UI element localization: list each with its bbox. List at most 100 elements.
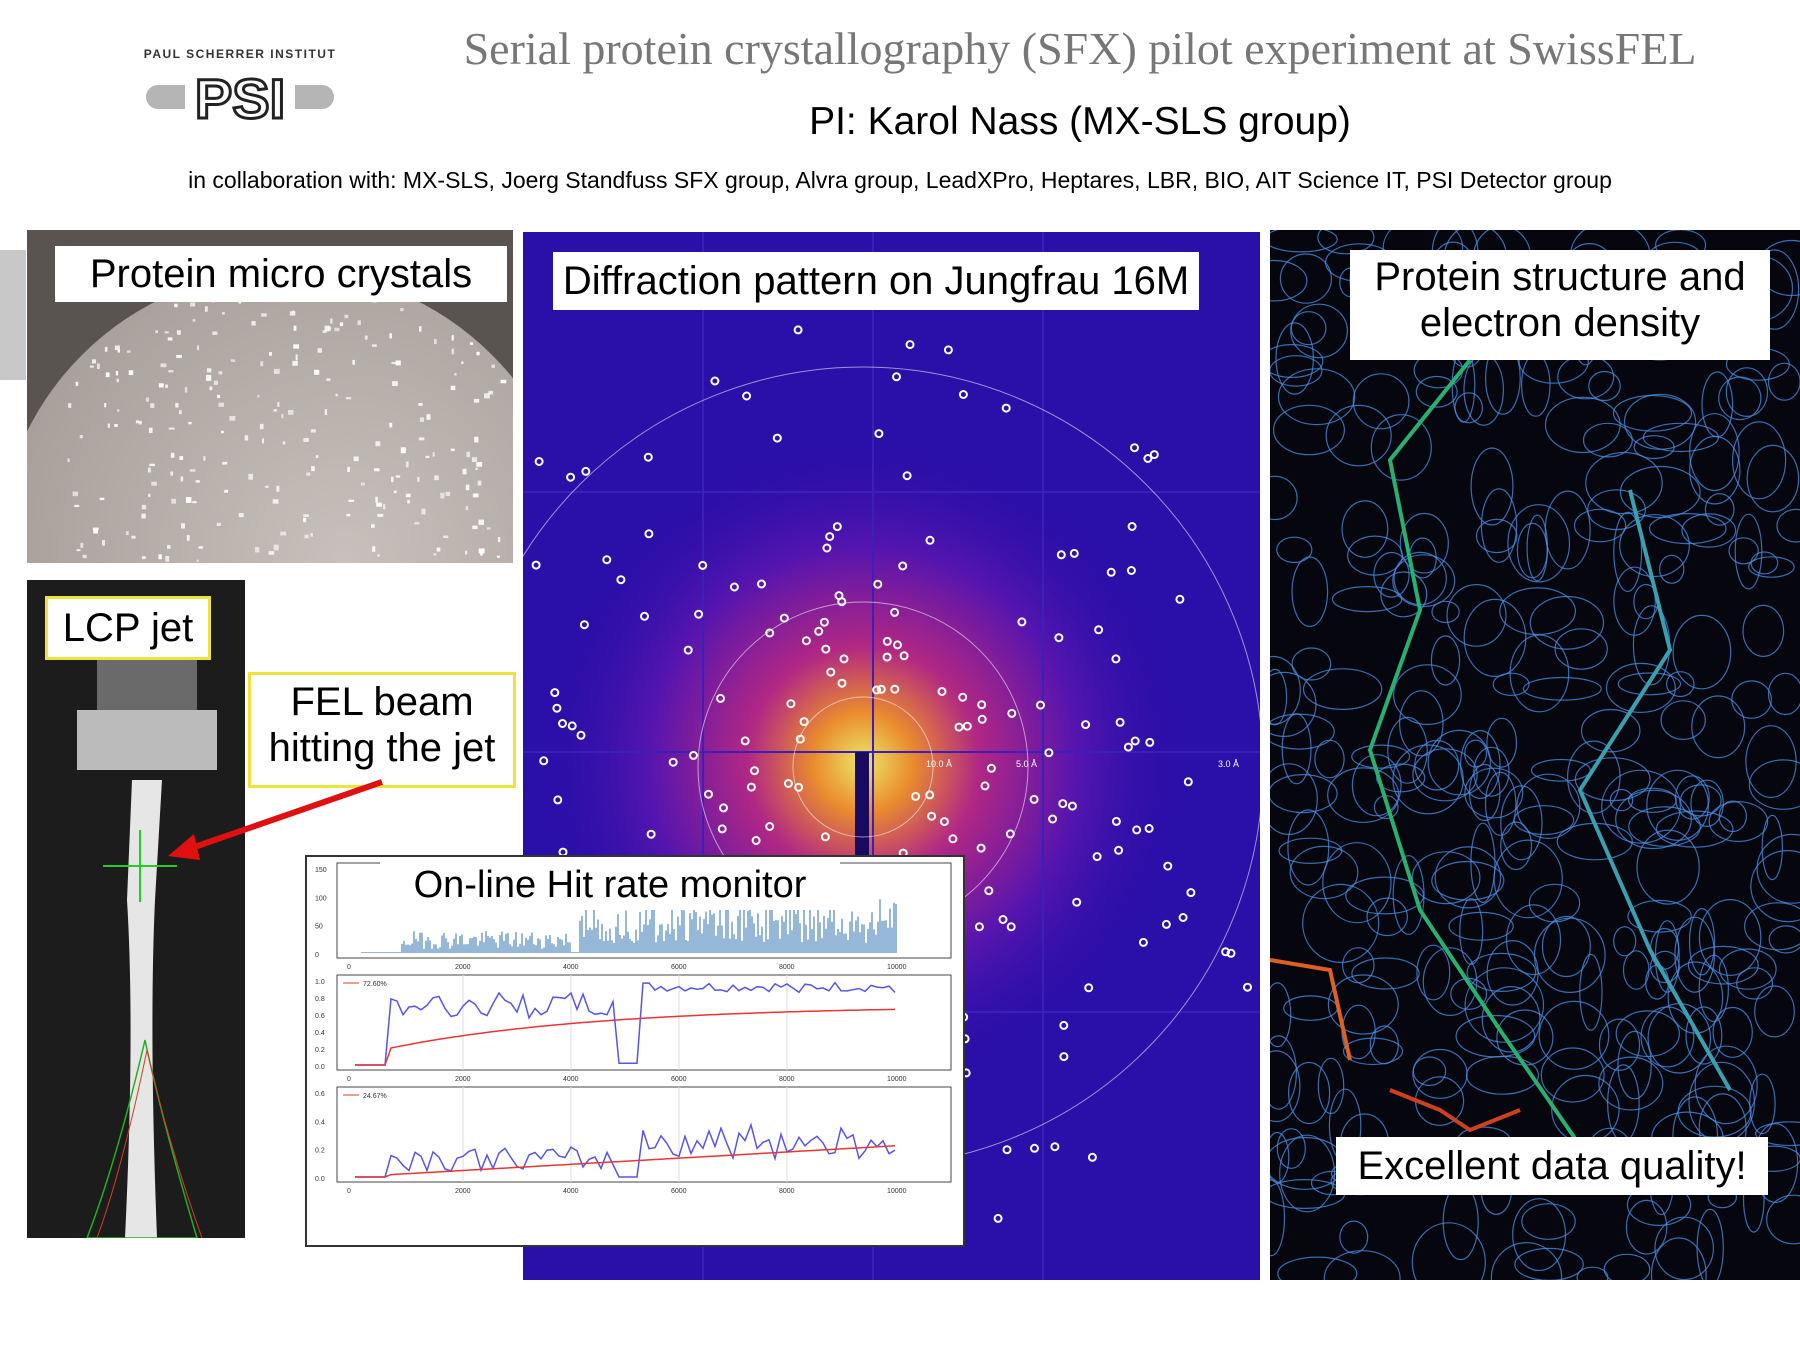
y-tick-label: 0.6 xyxy=(315,1091,325,1098)
diffraction-spot xyxy=(890,607,900,617)
density-mesh-cell xyxy=(1672,614,1732,690)
density-mesh-cell xyxy=(1573,508,1627,543)
diffraction-spot xyxy=(786,699,796,709)
density-mesh-cell xyxy=(1767,672,1800,716)
crystal-speck xyxy=(352,359,355,365)
crystal-speck xyxy=(158,554,162,560)
density-mesh-cell xyxy=(1566,740,1621,814)
crystal-speck xyxy=(174,303,178,308)
density-mesh-cell xyxy=(1464,767,1524,819)
density-mesh-cell xyxy=(1277,368,1356,426)
density-mesh-cell xyxy=(1603,1253,1651,1280)
density-mesh-cell xyxy=(1648,513,1727,545)
institute-text: PAUL SCHERRER INSTITUT xyxy=(144,47,337,61)
diffraction-spot xyxy=(1059,1020,1069,1030)
crystal-speck xyxy=(74,504,80,508)
crystal-speck xyxy=(204,306,208,312)
density-mesh-cell xyxy=(1317,230,1375,255)
diffraction-spot xyxy=(794,782,804,792)
crystal-speck xyxy=(426,414,431,420)
density-mesh-cell xyxy=(1679,784,1722,817)
crystal-speck xyxy=(497,537,501,543)
density-mesh-cell xyxy=(1342,947,1375,984)
crystal-speck xyxy=(105,372,110,378)
density-mesh-cell xyxy=(1674,916,1716,993)
density-mesh-cell xyxy=(1446,584,1507,647)
density-mesh-cell xyxy=(1411,1222,1486,1280)
diffraction-spot xyxy=(1138,937,1148,947)
density-mesh-cell xyxy=(1464,967,1545,1043)
x-tick-label: 10000 xyxy=(887,964,907,971)
diffraction-spot xyxy=(550,688,560,698)
crystal-speck xyxy=(115,371,119,376)
density-mesh-cell xyxy=(1392,554,1456,608)
crystal-speck xyxy=(433,553,437,556)
crystal-speck xyxy=(344,314,349,319)
diffraction-spot xyxy=(694,609,704,619)
crystal-speck xyxy=(126,350,131,353)
crystal-speck xyxy=(472,493,479,498)
diffraction-spot xyxy=(937,687,947,696)
diffraction-spot xyxy=(925,790,935,800)
crystal-speck xyxy=(196,559,199,562)
diffraction-spot xyxy=(717,824,727,834)
density-mesh-cell xyxy=(1688,908,1716,976)
crystal-speck xyxy=(186,535,190,541)
diffraction-spot xyxy=(986,763,996,773)
density-mesh-cell xyxy=(1756,833,1800,904)
density-mesh-cell xyxy=(1598,1018,1641,1071)
crystal-speck xyxy=(371,344,377,347)
crystal-speck xyxy=(147,467,151,473)
density-mesh-cell xyxy=(1484,771,1517,837)
density-mesh-cell xyxy=(1492,672,1530,696)
density-mesh-cell xyxy=(1342,1037,1404,1066)
density-mesh-cell xyxy=(1776,508,1800,543)
density-mesh-cell xyxy=(1505,904,1562,976)
diffraction-spot xyxy=(1226,948,1236,958)
crystal-speck xyxy=(175,402,179,408)
crystal-speck xyxy=(421,508,426,515)
crystal-speck xyxy=(104,403,107,408)
diffraction-spot xyxy=(1092,852,1102,862)
crystal-speck xyxy=(346,513,351,517)
diffraction-spot xyxy=(958,692,968,702)
density-mesh-cell xyxy=(1486,717,1518,768)
crystal-speck xyxy=(364,335,368,340)
crystal-speck xyxy=(75,381,79,386)
diffraction-spot xyxy=(683,645,693,655)
crystal-speck xyxy=(389,333,392,339)
crystal-speck xyxy=(500,379,507,384)
crystal-speck xyxy=(91,359,96,364)
crystal-speck xyxy=(251,321,256,326)
density-mesh-cell xyxy=(1323,1250,1401,1280)
density-mesh-cell xyxy=(1750,850,1800,923)
crystal-speck xyxy=(206,368,212,373)
diffraction-spot xyxy=(1005,829,1015,839)
density-mesh-cell xyxy=(1665,671,1695,698)
density-mesh-cell xyxy=(1636,829,1700,905)
diffraction-spot xyxy=(925,535,935,545)
density-mesh-cell xyxy=(1351,744,1411,769)
crystal-speck xyxy=(462,468,467,475)
crystal-speck xyxy=(259,423,264,430)
crystal-speck xyxy=(473,398,480,403)
diffraction-spot xyxy=(799,717,809,727)
diffraction-spot xyxy=(976,843,986,853)
density-mesh-cell xyxy=(1687,945,1759,985)
diffraction-spot xyxy=(1111,654,1121,664)
crystal-speck xyxy=(425,455,430,459)
diffraction-spot xyxy=(1221,947,1231,957)
diffraction-spot xyxy=(1126,566,1136,575)
crystal-speck xyxy=(472,525,478,530)
crystal-speck xyxy=(391,476,394,483)
crystal-speck xyxy=(475,467,478,470)
density-mesh-cell xyxy=(1473,746,1510,797)
density-mesh-cell xyxy=(1748,759,1800,810)
x-tick-label: 6000 xyxy=(671,1076,687,1083)
diffraction-spot xyxy=(602,555,612,565)
diffraction-spot xyxy=(873,579,883,589)
density-mesh-cell xyxy=(1718,948,1777,990)
density-mesh-cell xyxy=(1507,504,1571,583)
crystal-speck xyxy=(314,369,320,375)
crystal-speck xyxy=(218,402,225,407)
